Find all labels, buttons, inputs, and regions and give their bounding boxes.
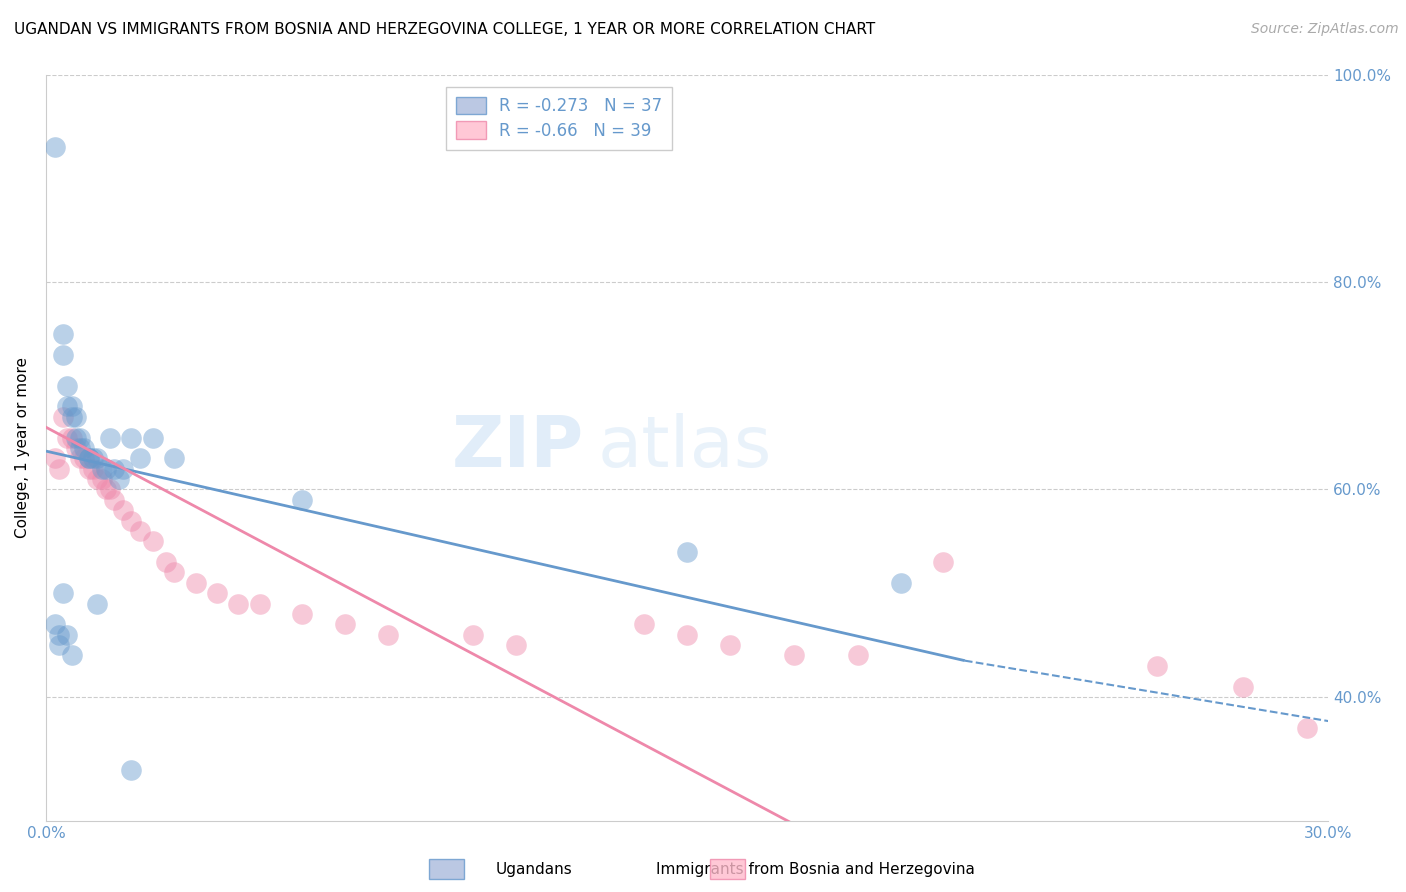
Point xyxy=(65,409,87,424)
Point xyxy=(69,441,91,455)
Point xyxy=(48,461,70,475)
Point xyxy=(90,472,112,486)
Point xyxy=(163,566,186,580)
Point xyxy=(48,638,70,652)
Point xyxy=(86,597,108,611)
Point xyxy=(86,472,108,486)
Point xyxy=(94,461,117,475)
Point xyxy=(676,545,699,559)
Point xyxy=(52,409,75,424)
Point xyxy=(463,628,485,642)
Point xyxy=(73,441,96,455)
Point xyxy=(932,555,955,569)
Point xyxy=(52,586,75,600)
Point xyxy=(142,431,165,445)
Point xyxy=(56,628,79,642)
Point xyxy=(120,514,142,528)
Point xyxy=(718,638,741,652)
Point xyxy=(120,431,142,445)
Text: atlas: atlas xyxy=(598,414,772,483)
Point xyxy=(77,451,100,466)
Point xyxy=(505,638,527,652)
Point xyxy=(52,326,75,341)
Point xyxy=(1146,658,1168,673)
Point xyxy=(98,431,121,445)
Point xyxy=(103,461,125,475)
Point xyxy=(142,534,165,549)
Point xyxy=(1295,721,1317,735)
Point xyxy=(249,597,271,611)
Point xyxy=(44,451,66,466)
Point xyxy=(98,483,121,497)
Text: Immigrants from Bosnia and Herzegovina: Immigrants from Bosnia and Herzegovina xyxy=(657,863,974,877)
Point xyxy=(60,400,83,414)
Point xyxy=(44,617,66,632)
Point xyxy=(155,555,177,569)
Point xyxy=(48,628,70,642)
Point xyxy=(82,461,104,475)
Point xyxy=(333,617,356,632)
Point xyxy=(676,628,699,642)
Point xyxy=(90,461,112,475)
Point xyxy=(377,628,399,642)
Y-axis label: College, 1 year or more: College, 1 year or more xyxy=(15,358,30,539)
Point xyxy=(111,503,134,517)
Point xyxy=(846,648,869,663)
Point xyxy=(163,451,186,466)
Point xyxy=(60,409,83,424)
Legend: R = -0.273   N = 37, R = -0.66   N = 39: R = -0.273 N = 37, R = -0.66 N = 39 xyxy=(446,87,672,150)
Point xyxy=(52,348,75,362)
Point xyxy=(60,648,83,663)
Point xyxy=(783,648,806,663)
Point xyxy=(65,431,87,445)
Text: UGANDAN VS IMMIGRANTS FROM BOSNIA AND HERZEGOVINA COLLEGE, 1 YEAR OR MORE CORREL: UGANDAN VS IMMIGRANTS FROM BOSNIA AND HE… xyxy=(14,22,876,37)
Point xyxy=(291,492,314,507)
Point xyxy=(69,431,91,445)
Point xyxy=(86,451,108,466)
Point xyxy=(60,431,83,445)
Point xyxy=(94,483,117,497)
Point xyxy=(77,451,100,466)
Text: ZIP: ZIP xyxy=(453,414,585,483)
Point xyxy=(82,451,104,466)
Point xyxy=(44,140,66,154)
Point xyxy=(56,378,79,392)
Point xyxy=(226,597,249,611)
Point xyxy=(129,524,152,538)
Point xyxy=(56,431,79,445)
Point xyxy=(129,451,152,466)
Point xyxy=(890,575,912,590)
Text: Ugandans: Ugandans xyxy=(496,863,572,877)
Point xyxy=(69,451,91,466)
Point xyxy=(77,461,100,475)
Point xyxy=(291,607,314,621)
Point xyxy=(205,586,228,600)
Point xyxy=(56,400,79,414)
Point xyxy=(103,492,125,507)
Point xyxy=(107,472,129,486)
Point xyxy=(184,575,207,590)
Point xyxy=(633,617,655,632)
Point xyxy=(120,763,142,777)
Point xyxy=(65,441,87,455)
Point xyxy=(73,451,96,466)
Point xyxy=(1232,680,1254,694)
Point xyxy=(111,461,134,475)
Text: Source: ZipAtlas.com: Source: ZipAtlas.com xyxy=(1251,22,1399,37)
